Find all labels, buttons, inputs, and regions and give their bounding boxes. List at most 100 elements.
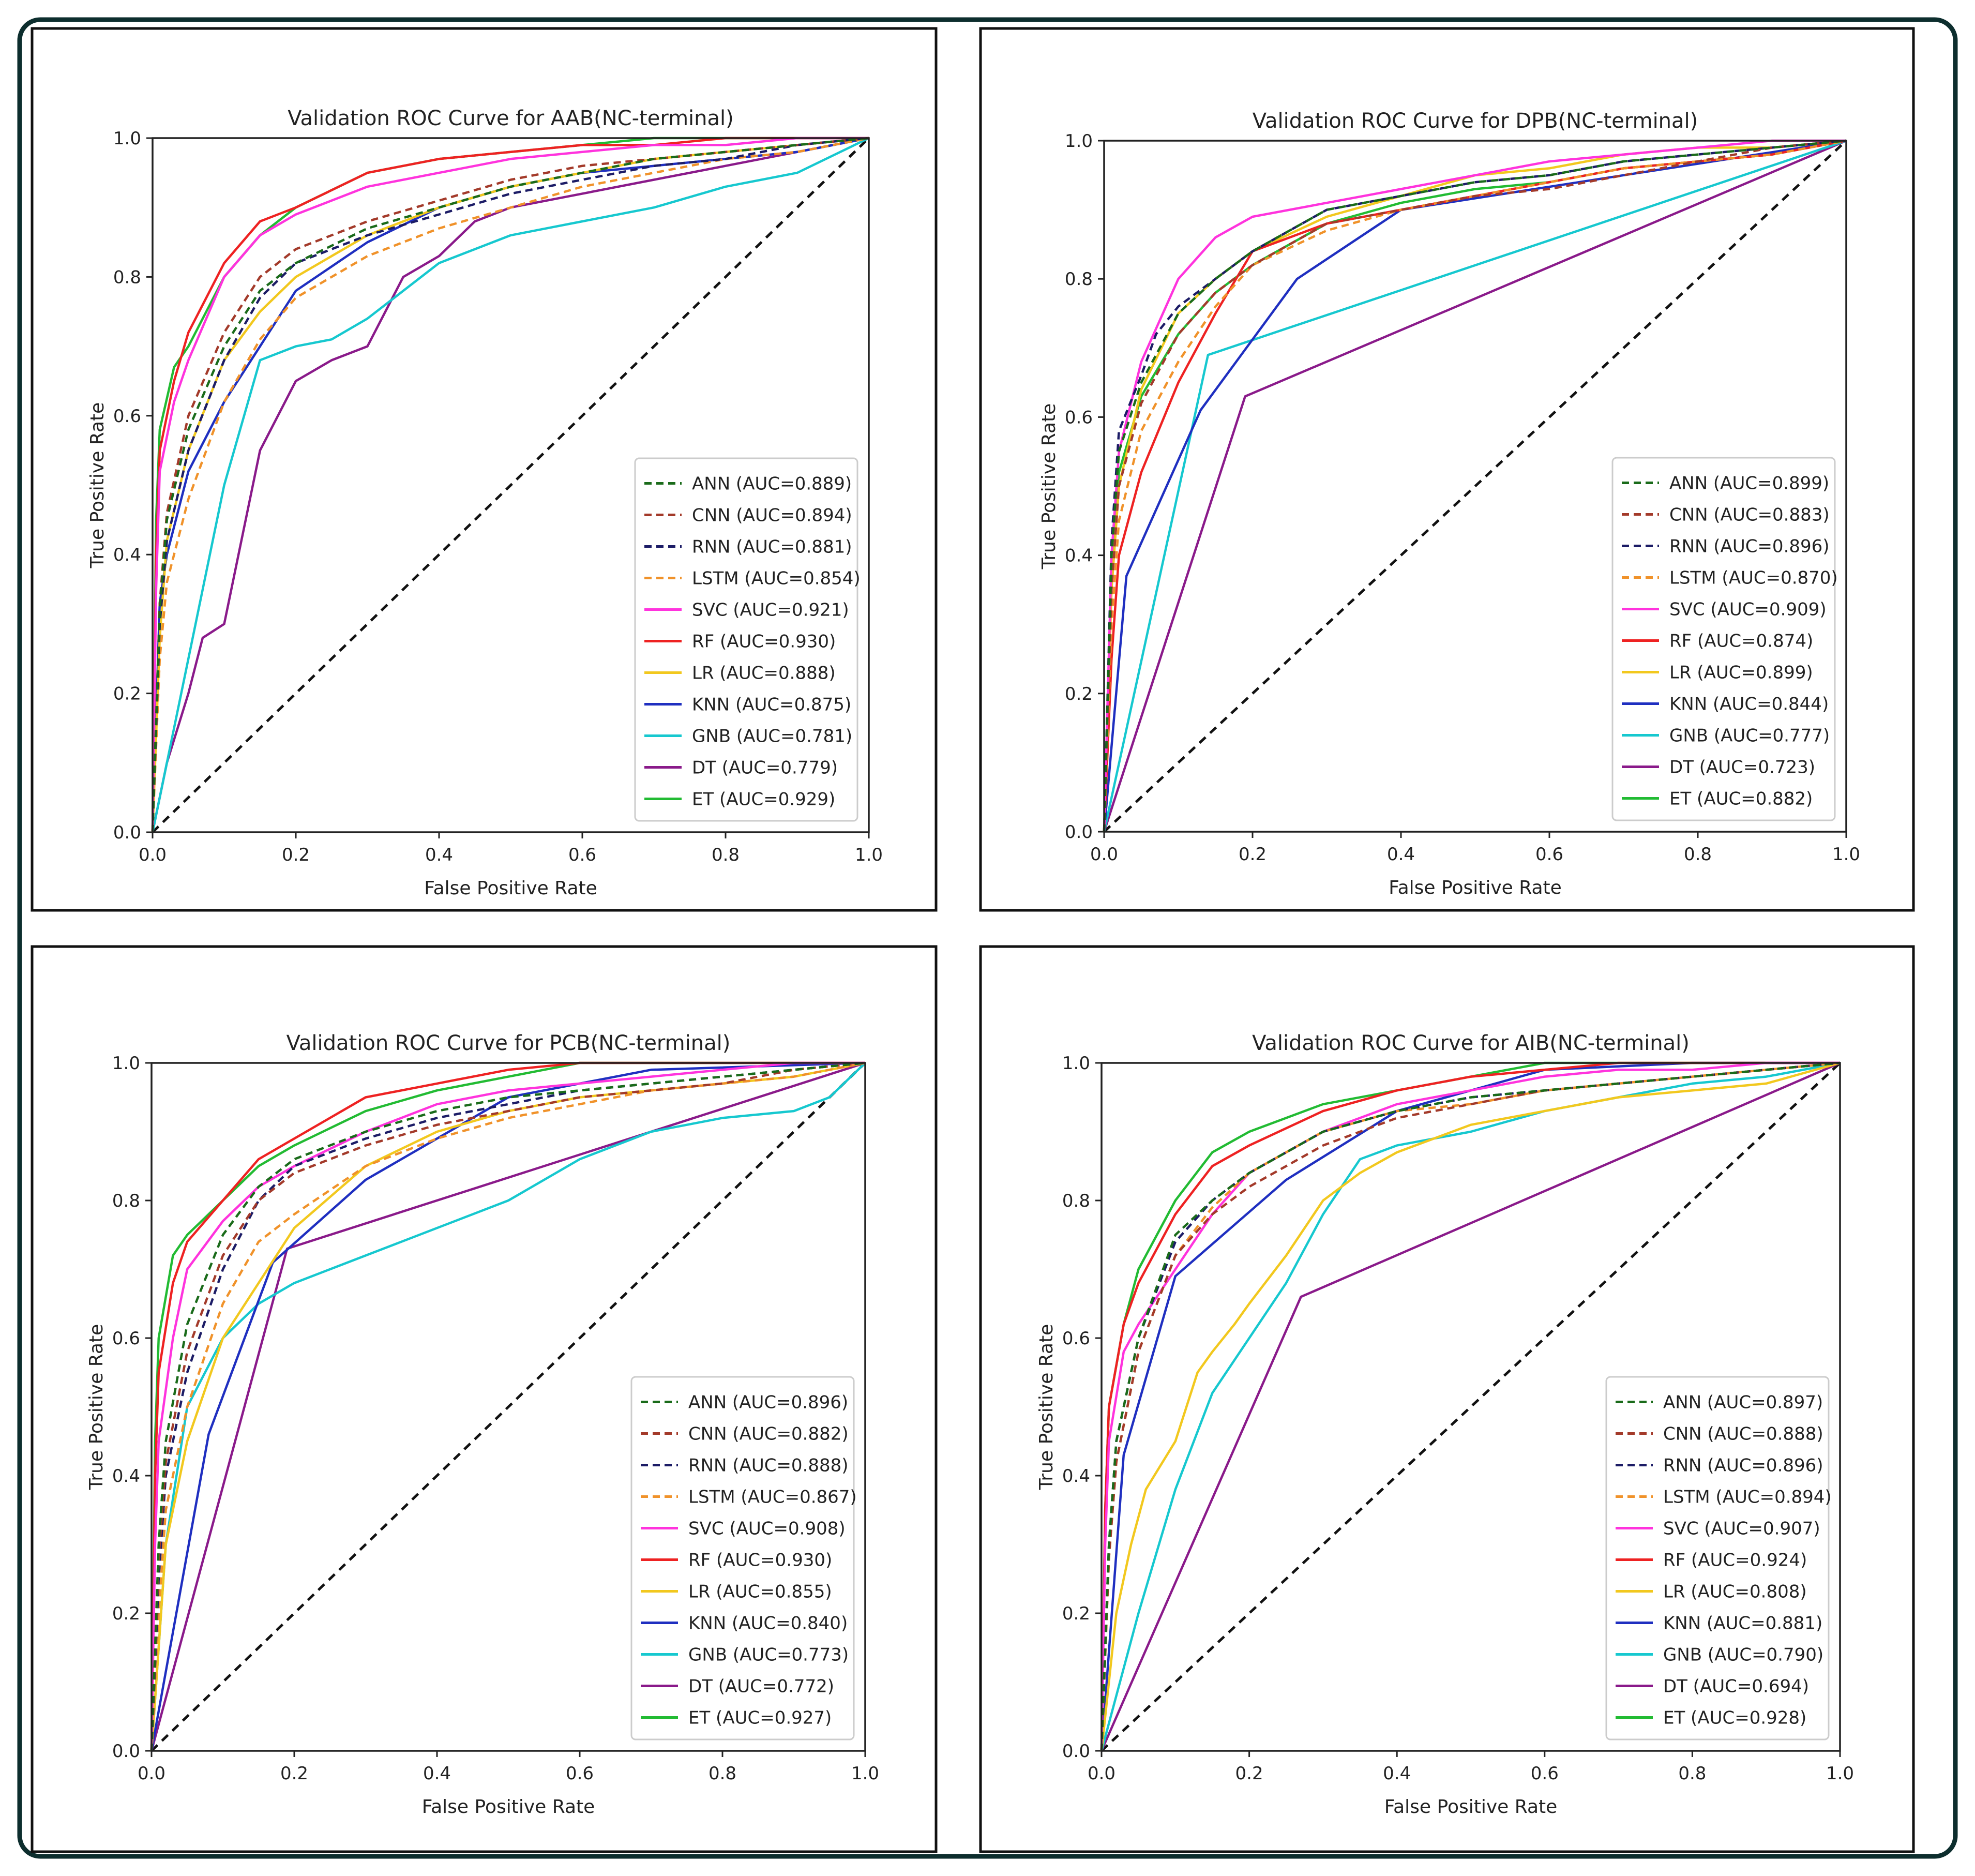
x-tick-label: 1.0 (1832, 844, 1860, 865)
x-tick-label: 0.8 (1678, 1763, 1706, 1784)
y-axis-label: True Positive Rate (1038, 403, 1060, 570)
y-tick-label: 0.2 (1062, 1603, 1090, 1624)
y-axis-label: True Positive Rate (87, 402, 108, 569)
y-tick-label: 0.2 (112, 1603, 140, 1624)
x-tick-label: 0.4 (1383, 1763, 1411, 1784)
y-tick-label: 1.0 (1065, 131, 1093, 152)
y-axis-label: True Positive Rate (1036, 1324, 1057, 1491)
legend-entry-lr: LR (AUC=0.888) (692, 663, 836, 684)
legend-box (1611, 457, 1836, 821)
legend-entry-gnb: GNB (AUC=0.777) (1669, 726, 1830, 746)
roc-curve-rf (151, 137, 869, 833)
y-tick-label: 0.6 (113, 406, 141, 427)
roc-curve-ann (1103, 139, 1847, 832)
y-tick-label: 0.6 (1062, 1328, 1090, 1349)
chance-diagonal-line (152, 137, 870, 833)
legend-entry-knn: KNN (AUC=0.881) (1663, 1613, 1822, 1634)
y-tick-label: 0.4 (1065, 546, 1093, 566)
roc-curve-dt (151, 137, 869, 833)
legend-entry-svc: SVC (AUC=0.907) (1663, 1519, 1820, 1539)
y-axis-label: True Positive Rate (86, 1324, 107, 1491)
roc-curve-cnn (1100, 1061, 1841, 1751)
x-tick-label: 0.8 (712, 845, 740, 865)
roc-curve-ann (150, 1061, 866, 1751)
plot-area-frame (150, 1062, 866, 1752)
x-tick-label: 0.2 (280, 1763, 308, 1784)
roc-curve-dt (1103, 139, 1847, 832)
legend-entry-ann: ANN (AUC=0.899) (1669, 473, 1829, 494)
legend: ANN (AUC=0.897) CNN (AUC=0.888) RNN (AUC=0… (1605, 1376, 1832, 1740)
x-tick-label: 0.2 (1235, 1763, 1263, 1784)
x-axis-label: False Positive Rate (1384, 1796, 1558, 1818)
legend: ANN (AUC=0.896) CNN (AUC=0.882) RNN (AUC=0… (630, 1376, 857, 1740)
chance-diagonal-line (150, 1062, 866, 1752)
legend-box (630, 1376, 855, 1740)
roc-curve-rnn (1103, 139, 1847, 832)
x-tick-label: 0.6 (1531, 1763, 1559, 1784)
legend-entry-dt: DT (AUC=0.779) (692, 758, 838, 778)
y-tick-label: 0.0 (1065, 822, 1093, 843)
roc-panel-1: Validation ROC Curve for AAB(NC-terminal… (31, 27, 938, 912)
legend-entry-svc: SVC (AUC=0.921) (692, 600, 849, 621)
x-tick-label: 1.0 (851, 1763, 879, 1784)
y-tick-label: 0.4 (1062, 1466, 1090, 1487)
y-tick-label: 1.0 (113, 128, 141, 149)
chart-title: Validation ROC Curve for DPB(NC-terminal… (1253, 109, 1698, 133)
plot-area-frame (152, 137, 870, 833)
legend-entry-et: ET (AUC=0.882) (1669, 789, 1813, 809)
y-tick-label: 0.8 (1062, 1191, 1090, 1211)
y-tick-label: 0.8 (1065, 269, 1093, 290)
roc-curve-gnb (1100, 1061, 1841, 1751)
legend-entry-dt: DT (AUC=0.723) (1669, 757, 1815, 778)
roc-panel-2: Validation ROC Curve for DPB(NC-terminal… (979, 27, 1915, 912)
x-tick-label: 0.6 (568, 845, 596, 865)
x-axis-label: False Positive Rate (422, 1796, 595, 1818)
legend-entry-ann: ANN (AUC=0.896) (688, 1392, 848, 1413)
roc-curve-ann (151, 137, 869, 833)
y-tick-label: 0.6 (1065, 407, 1093, 428)
plot-area-frame (1103, 140, 1847, 833)
legend-entry-rf: RF (AUC=0.924) (1663, 1550, 1807, 1571)
chart-title: Validation ROC Curve for PCB(NC-terminal… (287, 1031, 731, 1055)
x-tick-label: 0.0 (1090, 844, 1118, 865)
x-tick-label: 0.0 (139, 845, 167, 865)
legend-entry-gnb: GNB (AUC=0.773) (688, 1645, 849, 1665)
legend-entry-gnb: GNB (AUC=0.790) (1663, 1645, 1823, 1665)
y-tick-label: 1.0 (1062, 1053, 1090, 1074)
legend-entry-lstm: LSTM (AUC=0.867) (688, 1487, 857, 1508)
legend-entry-lr: LR (AUC=0.855) (688, 1582, 832, 1602)
roc-curve-knn (1103, 139, 1847, 832)
x-axis-label: False Positive Rate (424, 878, 597, 899)
legend: ANN (AUC=0.889) CNN (AUC=0.894) RNN (AUC=0… (634, 457, 861, 822)
x-tick-label: 0.6 (1535, 844, 1563, 865)
legend-entry-dt: DT (AUC=0.772) (688, 1676, 834, 1697)
roc-curve-ann (1100, 1061, 1841, 1751)
legend-entry-lstm: LSTM (AUC=0.870) (1669, 568, 1838, 589)
roc-curve-svc (150, 1061, 865, 1751)
roc-curve-cnn (1103, 139, 1847, 832)
y-tick-label: 0.0 (113, 822, 141, 843)
chart-title: Validation ROC Curve for AAB(NC-terminal… (288, 107, 733, 130)
roc-curve-rnn (150, 1061, 866, 1751)
roc-curve-lstm (1103, 139, 1847, 832)
chance-diagonal-line (1100, 1062, 1841, 1752)
legend-entry-et: ET (AUC=0.927) (688, 1708, 832, 1729)
roc-panel-3: Validation ROC Curve for PCB(NC-terminal… (31, 945, 938, 1853)
legend-entry-dt: DT (AUC=0.694) (1663, 1676, 1809, 1697)
legend-entry-rnn: RNN (AUC=0.896) (1663, 1455, 1823, 1476)
y-tick-label: 0.4 (113, 545, 141, 565)
x-tick-label: 0.4 (423, 1763, 451, 1784)
roc-curve-gnb (150, 1062, 866, 1751)
legend-entry-rf: RF (AUC=0.874) (1669, 631, 1813, 652)
legend-entry-svc: SVC (AUC=0.908) (688, 1519, 846, 1539)
chance-diagonal-line (1103, 140, 1847, 833)
legend-entry-rnn: RNN (AUC=0.888) (688, 1455, 849, 1476)
x-tick-label: 0.4 (425, 845, 453, 865)
x-tick-label: 0.2 (282, 845, 310, 865)
legend-entry-lstm: LSTM (AUC=0.854) (692, 568, 861, 589)
x-tick-label: 0.0 (138, 1763, 165, 1784)
legend-entry-ann: ANN (AUC=0.897) (1663, 1392, 1823, 1413)
roc-panel-4: Validation ROC Curve for AIB(NC-terminal… (979, 945, 1915, 1853)
legend-entry-svc: SVC (AUC=0.909) (1669, 599, 1827, 620)
